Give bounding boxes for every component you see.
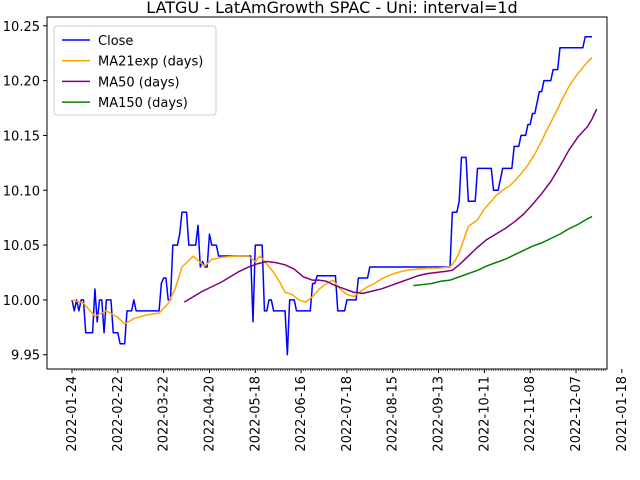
y-tick-label: 10.05 [3, 239, 40, 254]
chart-title: LATGU - LatAmGrowth SPAC - Uni: interval… [146, 0, 517, 17]
series-line-ma21exp-days [71, 57, 593, 325]
y-axis: 9.95 10.00 10.05 10.10 10.15 10.20 10.25 [3, 20, 47, 364]
series-line-ma50-days [183, 108, 598, 303]
y-tick-label: 10.15 [3, 129, 40, 144]
legend-label: MA21exp (days) [98, 55, 203, 70]
x-tick-label: 2022-04-20 [202, 376, 217, 452]
x-tick-label: 2022-03-22 [157, 376, 172, 452]
x-tick-label: 2021-01-18 [615, 376, 630, 452]
plot-frame [46, 16, 608, 370]
series-layer [71, 35, 598, 356]
y-tick-label: 10.00 [3, 294, 40, 309]
legend-label: MA150 (days) [98, 96, 188, 111]
x-tick-label: 2022-11-08 [523, 376, 538, 452]
legend-box [53, 25, 217, 116]
legend-label: MA50 (days) [98, 75, 180, 90]
x-tick-label: 2022-07-18 [340, 376, 355, 452]
legend: Close MA21exp (days) MA50 (days) MA150 (day… [53, 25, 217, 116]
y-tick-label: 9.95 [11, 349, 40, 364]
y-tick-label: 10.10 [3, 184, 40, 199]
x-tick-label: 2022-02-22 [111, 376, 126, 452]
y-tick-label: 10.25 [3, 20, 40, 35]
legend-label: Close [98, 34, 133, 49]
y-tick-label: 10.20 [3, 75, 40, 90]
series-line-ma150-days [413, 215, 593, 287]
x-tick-label: 2022-05-18 [248, 376, 263, 452]
x-tick-label: 2022-12-07 [569, 376, 584, 452]
series-line-close [71, 35, 593, 356]
x-tick-label: 2022-08-15 [386, 376, 401, 452]
x-tick-label: 2022-01-24 [65, 376, 80, 452]
x-tick-label: 2022-09-13 [432, 376, 447, 452]
x-tick-label: 2022-06-16 [294, 376, 309, 452]
x-tick-label: 2022-10-11 [477, 376, 492, 452]
